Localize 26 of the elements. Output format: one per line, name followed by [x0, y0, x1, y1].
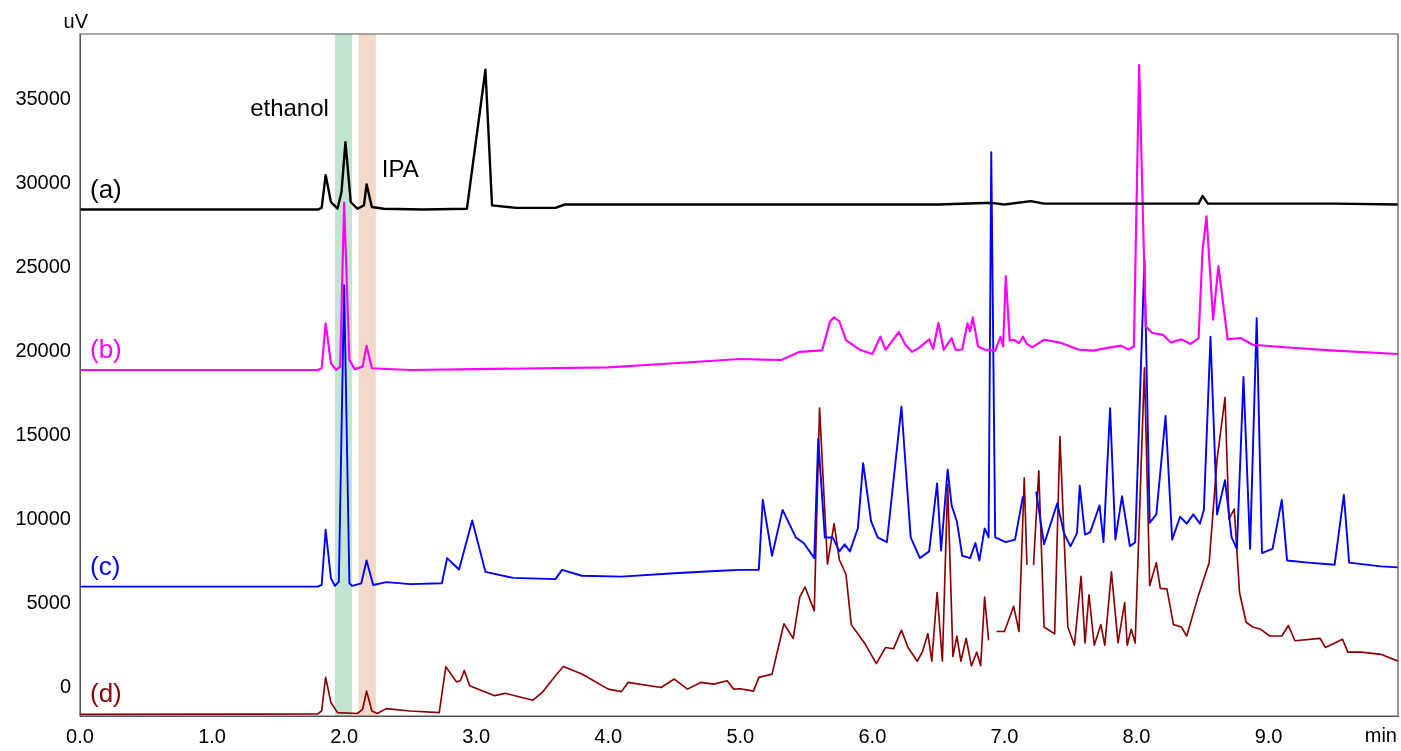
y-tick-label: 10000: [15, 506, 71, 529]
x-tick-label: 3.0: [462, 724, 491, 747]
y-tick-label: 5000: [26, 590, 71, 613]
y-tick-label: 35000: [15, 87, 71, 110]
y-tick-label: 20000: [15, 339, 71, 361]
x-tick-label: 6.0: [858, 724, 887, 747]
x-tick-label: 4.0: [594, 724, 623, 747]
x-tick-label: 7.0: [990, 724, 1019, 747]
y-tick-label: 30000: [15, 171, 71, 194]
x-tick-label: 8.0: [1122, 724, 1151, 747]
y-axis-title: uV: [63, 9, 89, 32]
x-tick-label: 5.0: [726, 724, 755, 747]
band-label: ethanol: [250, 93, 329, 121]
y-tick-label: 0: [59, 674, 71, 697]
x-axis-title: min: [1364, 723, 1397, 746]
x-tick-label: 2.0: [330, 724, 359, 747]
x-tick-label: 0.0: [66, 724, 94, 747]
series-label: (c): [90, 550, 121, 581]
series-label: (b): [90, 334, 122, 365]
y-tick-label: 15000: [15, 422, 71, 445]
series-label: (a): [90, 173, 122, 204]
x-tick-label: 1.0: [198, 724, 226, 747]
x-tick-label: 9.0: [1254, 724, 1283, 747]
band-label: IPA: [381, 155, 419, 183]
y-tick-label: 25000: [15, 255, 71, 278]
series-label: (d): [90, 678, 122, 709]
